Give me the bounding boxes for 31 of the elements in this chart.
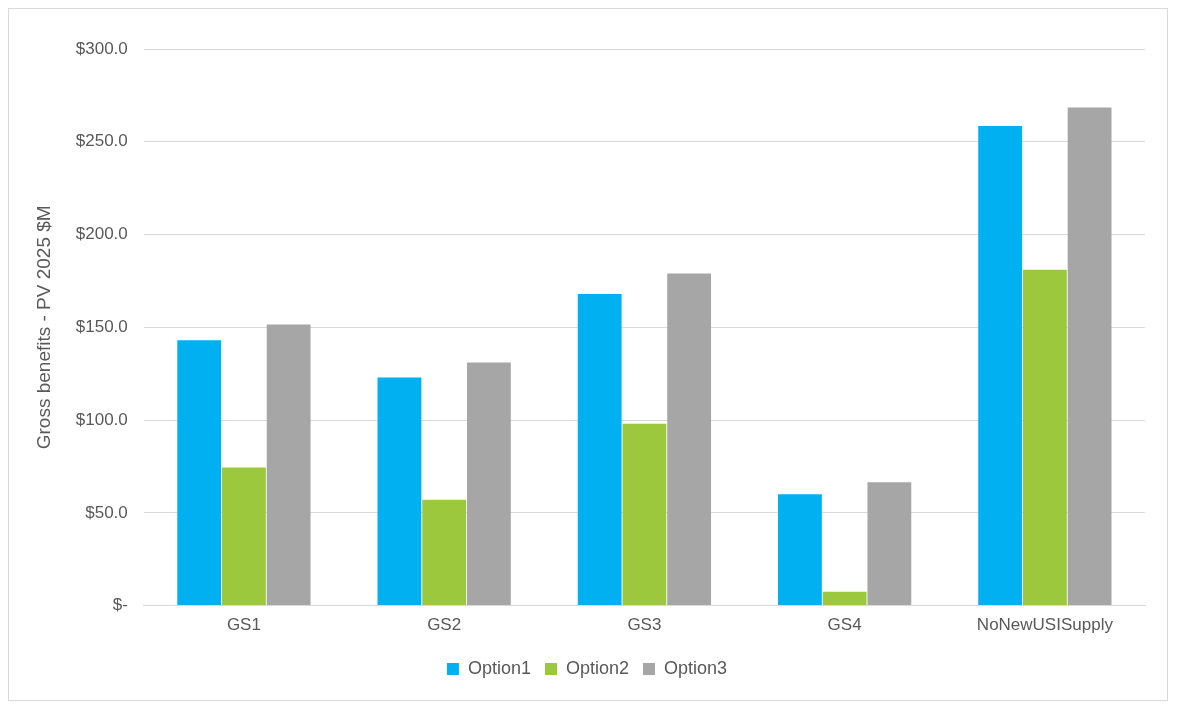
bar [1067, 107, 1112, 606]
y-axis-title: Gross benefits - PV 2025 $M [32, 205, 54, 450]
bar [622, 423, 667, 606]
bar [177, 340, 222, 606]
y-tick-label: $250.0 [75, 131, 128, 151]
y-tick-label: $300.0 [75, 38, 128, 58]
legend-label: Option3 [664, 657, 728, 678]
x-tick-label: NoNewUSISupply [976, 615, 1114, 635]
bar [822, 591, 867, 606]
x-tick-label: GS2 [427, 615, 462, 635]
legend-label: Option1 [467, 657, 531, 678]
x-tick-label: GS4 [827, 615, 862, 635]
bar [422, 499, 467, 606]
bar [667, 273, 712, 606]
bar [577, 293, 622, 606]
bar [466, 362, 511, 606]
bar [266, 324, 311, 606]
bar [978, 126, 1023, 606]
y-tick-label: $150.0 [75, 316, 128, 336]
bar [222, 467, 266, 606]
bar [377, 377, 422, 606]
y-tick-label: $200.0 [75, 224, 128, 244]
y-tick-label: $- [112, 595, 128, 615]
x-tick-label: GS1 [226, 615, 261, 635]
bar [778, 494, 822, 606]
bar [1022, 269, 1067, 606]
y-tick-label: $50.0 [85, 502, 128, 522]
y-tick-label: $100.0 [75, 409, 128, 429]
bar [867, 482, 912, 606]
legend-label: Option2 [565, 657, 630, 678]
x-tick-label: GS3 [627, 615, 662, 635]
